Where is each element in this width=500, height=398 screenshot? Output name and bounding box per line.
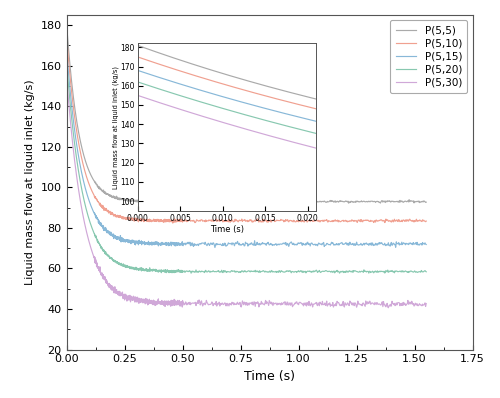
P(5,30) xyxy=(72,160,78,164)
P(5,20) xyxy=(117,262,123,267)
P(5,30) xyxy=(117,289,123,294)
P(5,20) xyxy=(423,269,429,274)
P(5,5) xyxy=(69,82,75,87)
P(5,5) xyxy=(117,197,123,202)
P(5,20) xyxy=(108,256,114,261)
Line: P(5,10): P(5,10) xyxy=(66,35,426,223)
Line: P(5,20): P(5,20) xyxy=(66,62,426,273)
P(5,5) xyxy=(64,21,70,26)
Y-axis label: Liquid mass flow at liquid inlet (kg/s): Liquid mass flow at liquid inlet (kg/s) xyxy=(112,66,119,189)
Legend: P(5,5), P(5,10), P(5,15), P(5,20), P(5,30): P(5,5), P(5,10), P(5,15), P(5,20), P(5,3… xyxy=(390,20,468,93)
P(5,10) xyxy=(108,211,114,216)
P(5,30) xyxy=(108,286,114,291)
X-axis label: Time (s): Time (s) xyxy=(244,370,295,383)
P(5,20) xyxy=(142,268,148,273)
P(5,15) xyxy=(117,235,123,240)
P(5,20) xyxy=(112,259,118,264)
P(5,20) xyxy=(69,119,75,123)
P(5,30) xyxy=(69,135,75,139)
P(5,15) xyxy=(423,242,429,247)
P(5,5) xyxy=(423,200,429,205)
P(5,20) xyxy=(72,143,78,148)
P(5,10) xyxy=(142,218,148,223)
P(5,20) xyxy=(64,60,70,64)
P(5,15) xyxy=(212,245,218,250)
P(5,20) xyxy=(188,271,194,275)
P(5,10) xyxy=(112,213,118,217)
Line: P(5,30): P(5,30) xyxy=(66,76,426,308)
P(5,10) xyxy=(170,221,176,226)
P(5,5) xyxy=(346,201,352,205)
Y-axis label: Liquid mass flow at liquid inlet (kg/s): Liquid mass flow at liquid inlet (kg/s) xyxy=(25,80,35,285)
P(5,30) xyxy=(423,301,429,306)
P(5,15) xyxy=(108,230,114,234)
P(5,30) xyxy=(64,74,70,78)
P(5,5) xyxy=(108,193,114,198)
Line: P(5,15): P(5,15) xyxy=(66,50,426,248)
P(5,5) xyxy=(112,195,118,199)
P(5,15) xyxy=(72,129,78,134)
P(5,30) xyxy=(112,290,118,295)
P(5,10) xyxy=(69,93,75,98)
P(5,30) xyxy=(386,305,392,310)
P(5,15) xyxy=(69,106,75,111)
P(5,5) xyxy=(72,105,78,110)
P(5,10) xyxy=(64,33,70,38)
X-axis label: Time (s): Time (s) xyxy=(210,225,244,234)
P(5,10) xyxy=(72,116,78,121)
P(5,5) xyxy=(142,198,148,203)
P(5,10) xyxy=(117,213,123,218)
P(5,15) xyxy=(142,241,148,246)
P(5,15) xyxy=(64,47,70,52)
P(5,30) xyxy=(142,299,148,304)
P(5,10) xyxy=(423,219,429,223)
Line: P(5,5): P(5,5) xyxy=(66,23,426,203)
P(5,15) xyxy=(112,235,118,240)
